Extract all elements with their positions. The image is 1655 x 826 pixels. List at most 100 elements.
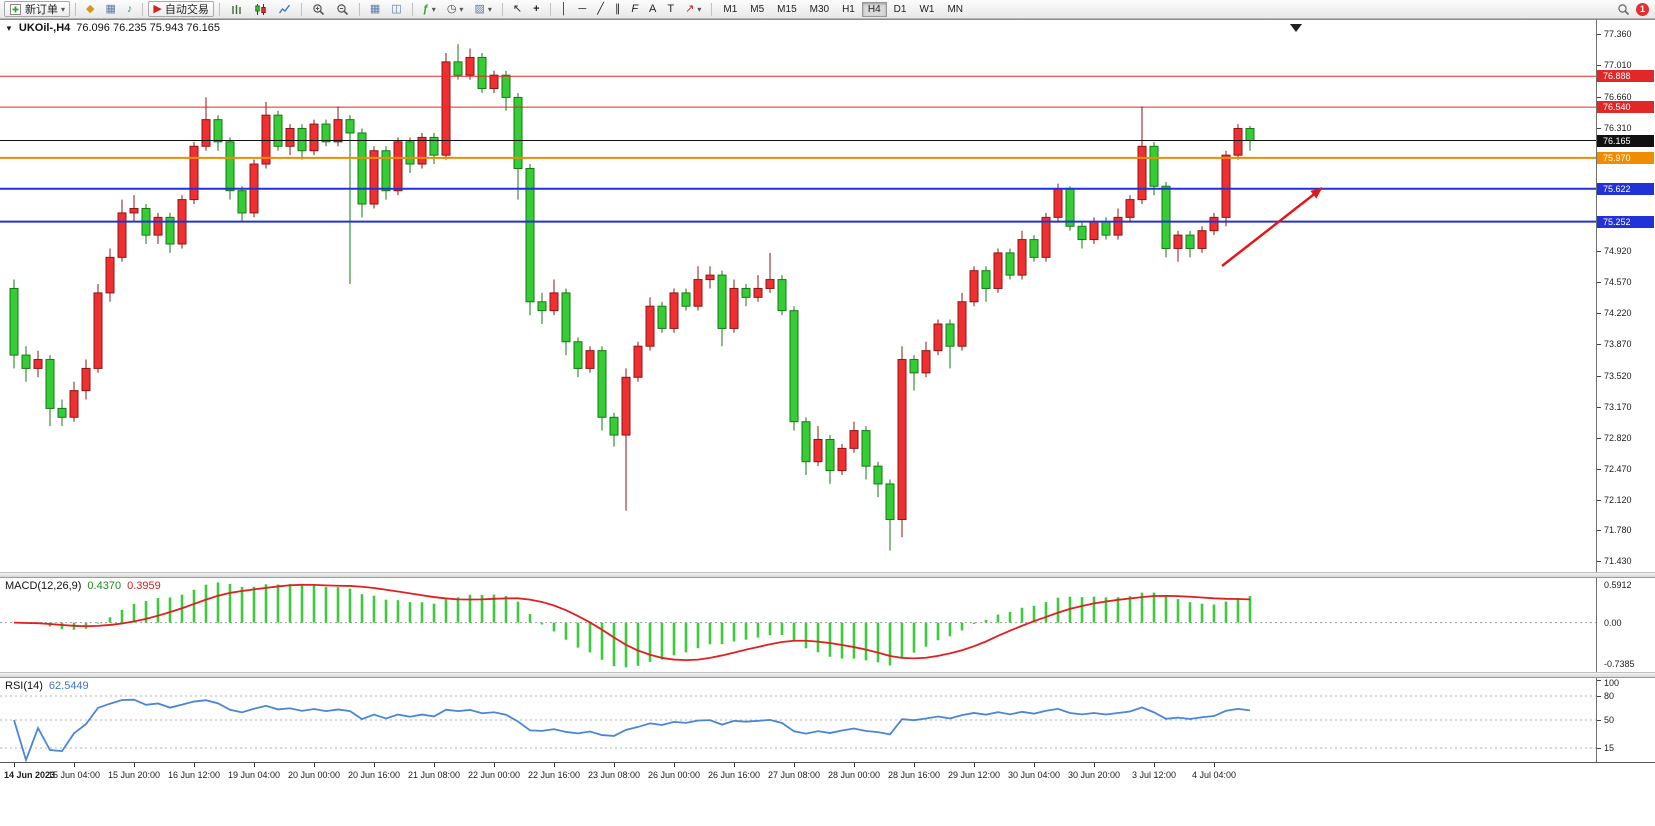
zoom-in-icon [313, 3, 324, 15]
time-tick [914, 763, 915, 767]
cascade-windows-button[interactable]: ◫ [386, 1, 406, 17]
candlestick-chart-button[interactable] [249, 1, 272, 17]
text-button[interactable]: A [644, 1, 661, 17]
bar-chart-button[interactable] [225, 1, 248, 17]
text-label-icon: T [667, 2, 675, 15]
time-tick [14, 763, 15, 767]
panel-splitter[interactable] [0, 572, 1655, 578]
macd-title: MACD(12,26,9) 0.4370 0.3959 [5, 580, 161, 592]
time-axis[interactable]: 14 Jun 2023 15 Jun 04:00 15 Jun 20:00 16 Ju… [0, 762, 1655, 791]
separator [549, 2, 551, 16]
price-tick: 74.920 [1604, 246, 1632, 257]
tile-windows-button[interactable]: ▦ [365, 1, 385, 17]
time-label: 21 Jun 08:00 [407, 770, 461, 780]
time-label: 22 Jun 00:00 [467, 770, 521, 780]
caret-down-icon: ▾ [487, 4, 492, 14]
timeframe-m30-button[interactable]: M30 [804, 2, 835, 17]
time-label: 3 Jul 12:00 [1131, 770, 1177, 780]
time-label: 15 Jun 20:00 [107, 770, 161, 780]
time-label: 30 Jun 04:00 [1007, 770, 1061, 780]
periods-button[interactable]: ◷ ▾ [442, 1, 469, 17]
horizontal-line-button[interactable]: ─ [573, 1, 591, 17]
main-chart-canvas[interactable] [0, 20, 1596, 572]
bottom-filler [0, 791, 1655, 826]
macd-panel: 0.5912 0.00 -0.7385 MACD(12,26,9) 0.4370 0… [0, 578, 1655, 672]
line-chart-button[interactable] [273, 1, 296, 17]
rsi-axis[interactable]: 100 80 50 15 [1596, 678, 1655, 762]
metaeditor-icon: ◆ [86, 2, 95, 15]
price-tick: 72.470 [1604, 463, 1632, 474]
vertical-line-button[interactable]: │ [556, 1, 573, 17]
macd-canvas[interactable] [0, 578, 1596, 672]
timeframe-d1-button[interactable]: D1 [888, 2, 913, 17]
time-tick [554, 763, 555, 767]
price-tick: 74.220 [1604, 308, 1632, 319]
auto-trading-button[interactable]: ▶ 自动交易 [148, 1, 214, 17]
timeframe-m15-button[interactable]: M15 [771, 2, 802, 17]
notification-badge[interactable]: 1 [1636, 2, 1649, 16]
price-tick: 74.570 [1604, 277, 1632, 288]
indicators-button[interactable]: ƒ ▾ [418, 1, 441, 17]
time-label: 15 Jun 04:00 [47, 770, 101, 780]
arrows-button[interactable]: ↗ ▾ [680, 1, 706, 17]
candlestick-chart-icon [255, 3, 266, 15]
search-icon[interactable] [1617, 3, 1630, 16]
price-badge: 76.888 [1597, 70, 1654, 83]
trend-arrow[interactable] [1221, 187, 1323, 267]
profiles-button[interactable]: ▦ [100, 1, 120, 17]
rsi-tickmark [1597, 720, 1601, 721]
time-tick [1154, 763, 1155, 767]
alerts-button[interactable]: ♪ [122, 1, 138, 17]
channel-icon: ∥ [614, 2, 621, 15]
macd-value-main: 0.4370 [87, 580, 122, 592]
timeframe-m1-button[interactable]: M1 [717, 2, 743, 17]
timeframe-w1-button[interactable]: W1 [913, 2, 940, 17]
metaeditor-button[interactable]: ◆ [81, 1, 99, 17]
new-order-icon [10, 3, 21, 15]
price-tick: 76.310 [1604, 122, 1632, 133]
vertical-line-icon: │ [560, 2, 568, 15]
fibonacci-icon: F [631, 2, 639, 15]
timeframe-h4-button[interactable]: H4 [861, 1, 887, 17]
caret-down-icon: ▾ [697, 4, 702, 14]
current-price-badge: 76.165 [1597, 134, 1654, 147]
channel-button[interactable]: ∥ [610, 1, 626, 17]
zoom-in-button[interactable] [307, 1, 330, 17]
separator [75, 2, 77, 16]
time-label: 28 Jun 16:00 [887, 770, 941, 780]
time-tick [374, 763, 375, 767]
price-badge: 75.622 [1597, 182, 1654, 195]
macd-histogram [24, 582, 1252, 668]
time-label: 22 Jun 16:00 [527, 770, 581, 780]
cursor-button[interactable]: ↖ [508, 1, 527, 17]
zoom-out-button[interactable] [331, 1, 354, 17]
price-tickmark [1597, 530, 1601, 532]
price-tickmark [1597, 375, 1601, 377]
timeframe-mn-button[interactable]: MN [941, 2, 969, 17]
time-tick [1214, 763, 1215, 767]
price-tickmark [1597, 406, 1601, 408]
new-order-button[interactable]: 新订单 ▾ [4, 1, 71, 17]
templates-button[interactable]: ▨ ▾ [469, 1, 496, 17]
macd-name: MACD(12,26,9) [5, 580, 82, 592]
symbol-dropdown-icon[interactable]: ▼ [5, 23, 13, 33]
panel-splitter[interactable] [0, 672, 1655, 678]
rsi-axis-label: 50 [1604, 715, 1615, 725]
main-chart-panel: 77.36077.01076.66076.31075.96075.61075.2… [0, 20, 1655, 572]
timeframe-h1-button[interactable]: H1 [836, 2, 861, 17]
crosshair-button[interactable]: + [528, 1, 544, 17]
time-tick [74, 763, 75, 767]
rsi-canvas[interactable] [0, 678, 1596, 762]
price-tickmark [1597, 313, 1601, 315]
fibonacci-button[interactable]: F [626, 1, 643, 17]
text-label-button[interactable]: T [662, 1, 679, 17]
time-tick [434, 763, 435, 767]
chart-shift-marker[interactable] [1290, 24, 1302, 32]
timeframe-m5-button[interactable]: M5 [744, 2, 770, 17]
separator [142, 2, 144, 16]
macd-axis[interactable]: 0.5912 0.00 -0.7385 [1596, 578, 1655, 672]
price-axis[interactable]: 77.36077.01076.66076.31075.96075.61075.2… [1596, 20, 1655, 572]
trendline-button[interactable]: ╱ [592, 1, 609, 17]
caret-down-icon: ▾ [431, 4, 436, 14]
line-chart-icon [278, 4, 290, 13]
